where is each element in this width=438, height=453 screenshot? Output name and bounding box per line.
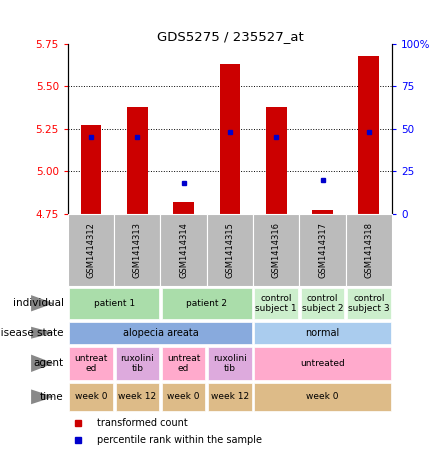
Bar bbox=[253, 214, 300, 286]
Text: GSM1414312: GSM1414312 bbox=[87, 222, 95, 278]
Text: patient 1: patient 1 bbox=[94, 299, 135, 308]
Text: untreated: untreated bbox=[300, 359, 345, 368]
Text: alopecia areata: alopecia areata bbox=[123, 328, 198, 338]
Text: week 0: week 0 bbox=[167, 392, 200, 401]
Text: time: time bbox=[40, 392, 64, 402]
Bar bbox=[162, 383, 205, 411]
Text: ruxolini
tib: ruxolini tib bbox=[213, 354, 247, 373]
Polygon shape bbox=[31, 327, 54, 339]
Text: control
subject 3: control subject 3 bbox=[348, 294, 390, 313]
Bar bbox=[69, 347, 113, 380]
Bar bbox=[254, 383, 391, 411]
Bar bbox=[162, 347, 205, 380]
Text: GSM1414315: GSM1414315 bbox=[226, 222, 234, 278]
Text: GSM1414313: GSM1414313 bbox=[133, 222, 142, 278]
Title: GDS5275 / 235527_at: GDS5275 / 235527_at bbox=[156, 30, 304, 43]
Text: GSM1414317: GSM1414317 bbox=[318, 222, 327, 278]
Text: percentile rank within the sample: percentile rank within the sample bbox=[97, 435, 262, 445]
Polygon shape bbox=[31, 295, 54, 312]
Text: control
subject 1: control subject 1 bbox=[255, 294, 297, 313]
Bar bbox=[116, 347, 159, 380]
Text: disease state: disease state bbox=[0, 328, 64, 338]
Text: control
subject 2: control subject 2 bbox=[302, 294, 343, 313]
Text: ruxolini
tib: ruxolini tib bbox=[120, 354, 154, 373]
Text: patient 2: patient 2 bbox=[186, 299, 227, 308]
Bar bbox=[69, 322, 252, 344]
Bar bbox=[69, 383, 113, 411]
Polygon shape bbox=[31, 355, 54, 372]
Bar bbox=[208, 383, 252, 411]
Text: individual: individual bbox=[13, 298, 64, 308]
Bar bbox=[127, 107, 148, 214]
Text: week 0: week 0 bbox=[75, 392, 107, 401]
Text: normal: normal bbox=[305, 328, 340, 338]
Bar bbox=[254, 322, 391, 344]
Bar bbox=[207, 214, 253, 286]
Bar bbox=[162, 288, 252, 318]
Bar bbox=[81, 125, 102, 214]
Bar bbox=[116, 383, 159, 411]
Bar bbox=[160, 214, 207, 286]
Text: untreat
ed: untreat ed bbox=[74, 354, 108, 373]
Bar bbox=[114, 214, 160, 286]
Bar bbox=[346, 214, 392, 286]
Text: week 0: week 0 bbox=[306, 392, 339, 401]
Bar bbox=[347, 288, 391, 318]
Text: GSM1414318: GSM1414318 bbox=[364, 222, 373, 278]
Bar bbox=[300, 214, 346, 286]
Bar bbox=[254, 288, 298, 318]
Bar bbox=[301, 288, 344, 318]
Text: untreat
ed: untreat ed bbox=[167, 354, 200, 373]
Bar bbox=[266, 107, 286, 214]
Text: transformed count: transformed count bbox=[97, 418, 188, 428]
Text: week 12: week 12 bbox=[118, 392, 156, 401]
Bar bbox=[68, 214, 114, 286]
Text: week 12: week 12 bbox=[211, 392, 249, 401]
Polygon shape bbox=[31, 390, 54, 404]
Bar bbox=[254, 347, 391, 380]
Bar bbox=[208, 347, 252, 380]
Bar bbox=[219, 64, 240, 214]
Bar bbox=[312, 211, 333, 214]
Bar bbox=[173, 202, 194, 214]
Bar bbox=[358, 56, 379, 214]
Text: GSM1414314: GSM1414314 bbox=[179, 222, 188, 278]
Text: GSM1414316: GSM1414316 bbox=[272, 222, 281, 278]
Bar bbox=[69, 288, 159, 318]
Text: agent: agent bbox=[33, 358, 64, 368]
